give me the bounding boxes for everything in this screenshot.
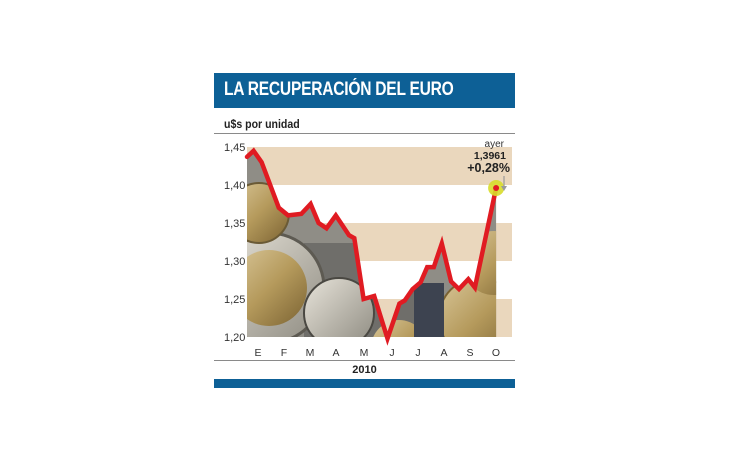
y-tick-label: 1,20 — [224, 332, 245, 344]
year-label: 2010 — [352, 364, 377, 376]
chart-title: LA RECUPERACIÓN DEL EURO — [224, 79, 454, 100]
unit-label: u$s por unidad — [224, 117, 300, 131]
x-tick-label: A — [440, 347, 447, 359]
y-tick-label: 1,40 — [224, 180, 245, 192]
header-divider — [214, 133, 515, 134]
latest-point-dot — [493, 185, 500, 191]
x-tick-label: J — [389, 347, 394, 359]
y-tick-label: 1,25 — [224, 294, 245, 306]
y-tick-label: 1,35 — [224, 218, 245, 230]
footer-bar — [214, 379, 515, 388]
line-chart: 1,45 1,40 1,35 1,30 1,25 1,20 E F M A M … — [224, 139, 512, 359]
x-tick-label: M — [306, 347, 315, 359]
annotation-change: +0,28% — [467, 161, 510, 175]
x-tick-label: O — [492, 347, 500, 359]
euro-line-series — [244, 147, 499, 346]
y-tick-label: 1,45 — [224, 142, 245, 154]
y-tick-label: 1,30 — [224, 256, 245, 268]
x-tick-label: E — [254, 347, 261, 359]
y-axis: 1,45 1,40 1,35 1,30 1,25 1,20 — [224, 142, 245, 344]
annotation-label: ayer — [485, 139, 505, 150]
title-bar: LA RECUPERACIÓN DEL EURO — [214, 73, 515, 108]
chart-card: LA RECUPERACIÓN DEL EURO u$s por unidad — [214, 73, 515, 389]
arrow-down-icon — [501, 186, 507, 191]
x-tick-label: M — [360, 347, 369, 359]
x-axis: E F M A M J J A S O — [254, 347, 500, 359]
x-tick-label: J — [415, 347, 420, 359]
x-tick-label: A — [332, 347, 339, 359]
x-tick-label: S — [466, 347, 473, 359]
x-tick-label: F — [281, 347, 287, 359]
latest-annotation: ayer 1,3961 +0,28% — [467, 139, 510, 191]
annotation-value: 1,3961 — [474, 150, 506, 162]
axis-divider — [214, 360, 515, 361]
